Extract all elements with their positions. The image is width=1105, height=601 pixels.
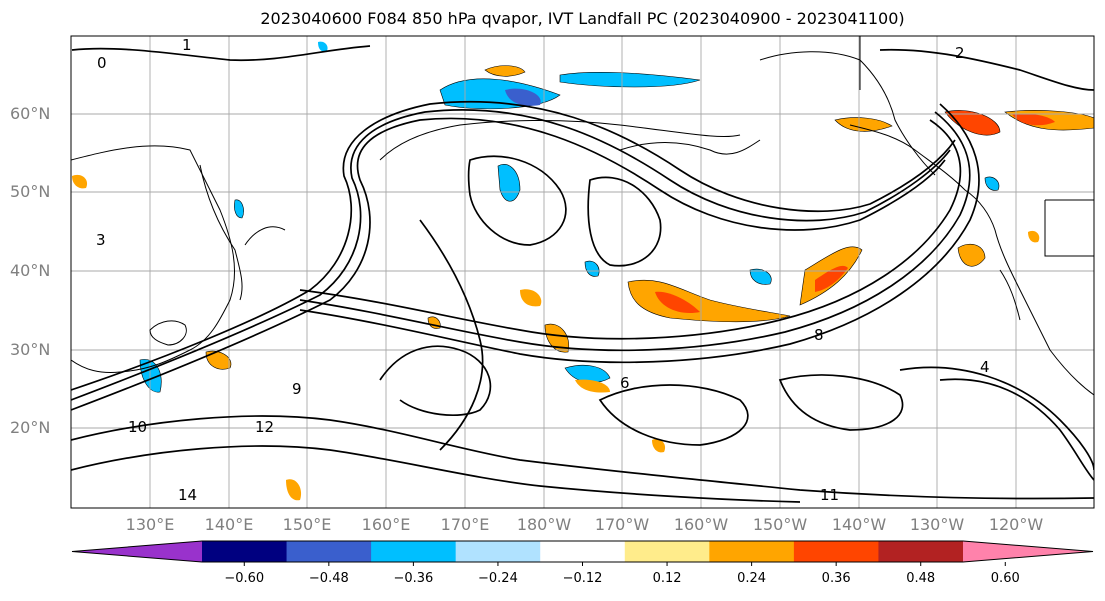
ivt-contours [71, 45, 1094, 503]
lat-label: 60°N [10, 104, 51, 123]
contour-label: 0 [97, 54, 107, 72]
colorbar-segment [202, 541, 288, 562]
lon-label: 120°W [988, 515, 1044, 534]
colorbar-tick-label: −0.60 [224, 571, 265, 586]
colorbar-segment [455, 541, 541, 562]
contour-label: 12 [255, 418, 274, 436]
lon-label: 170°E [440, 515, 490, 534]
lon-label: 140°E [204, 515, 254, 534]
colorbar-segment [540, 541, 626, 562]
colorbar-extend-low [72, 541, 202, 562]
contour-label: 6 [620, 374, 630, 392]
lon-label: 170°W [594, 515, 650, 534]
colorbar-tick-label: 0.24 [737, 571, 767, 586]
colorbar-tick-label: −0.12 [562, 571, 603, 586]
lon-label: 130°W [909, 515, 965, 534]
contour-label: 4 [980, 358, 990, 376]
colorbar-tick-label: 0.60 [990, 571, 1020, 586]
colorbar-tick-label: 0.12 [652, 571, 682, 586]
map-panel: 0 1 2 3 4 6 8 9 10 11 12 14 [71, 36, 1094, 508]
map-frame [70, 35, 1095, 509]
colorbar-extend-high [963, 541, 1093, 562]
contour-label: 10 [128, 418, 147, 436]
colorbar-tick-label: −0.48 [308, 571, 349, 586]
contour-label: 3 [96, 231, 106, 249]
map-title: 2023040600 F084 850 hPa qvapor, IVT Land… [260, 9, 905, 28]
contour-label: 11 [820, 486, 839, 504]
colorbar-tick-label: −0.36 [393, 571, 434, 586]
colorbar-segment [371, 541, 457, 562]
lon-label: 140°W [831, 515, 887, 534]
lon-label: 150°W [752, 515, 808, 534]
colorbar-segment [709, 541, 795, 562]
contour-label: 9 [292, 380, 302, 398]
contour-label: 8 [814, 326, 824, 344]
lat-label: 50°N [10, 182, 51, 201]
contour-label: 1 [182, 36, 192, 54]
colorbar-segment [793, 541, 879, 562]
anomaly-shading [72, 41, 1094, 501]
colorbar-tick-label: 0.36 [821, 571, 851, 586]
lon-label: 150°E [282, 515, 332, 534]
lon-label: 160°W [673, 515, 729, 534]
colorbar-segment [286, 541, 372, 562]
colorbar-segment [878, 541, 964, 562]
lon-label: 130°E [125, 515, 175, 534]
lat-label: 40°N [10, 261, 51, 280]
colorbar-outline [71, 540, 1094, 563]
contour-label: 2 [955, 44, 965, 62]
contour-label-group: 0 1 2 3 4 6 8 9 10 11 12 14 [96, 36, 990, 504]
contour-label: 14 [178, 486, 197, 504]
colorbar-segment [624, 541, 710, 562]
colorbar-tick-label: 0.48 [906, 571, 936, 586]
colorbar-tick-label: −0.24 [478, 571, 518, 586]
lat-label: 30°N [10, 340, 51, 359]
lon-label: 180°W [516, 515, 572, 534]
lat-label: 20°N [10, 418, 51, 437]
lon-label: 160°E [361, 515, 411, 534]
